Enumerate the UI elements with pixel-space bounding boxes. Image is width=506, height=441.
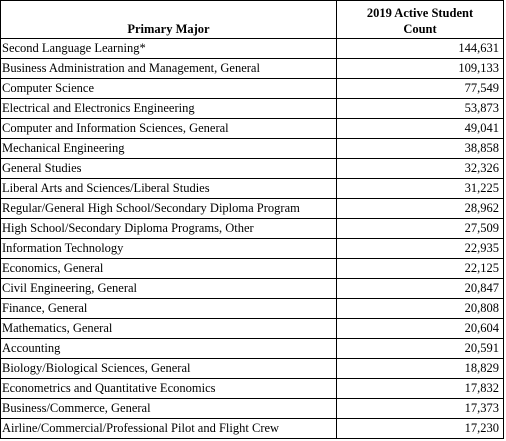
student-count-cell: 32,326 xyxy=(336,158,504,179)
table-body: Second Language Learning* 144,631 Business… xyxy=(0,38,504,439)
table-row: High School/Secondary Diploma Programs, … xyxy=(0,218,504,239)
student-count-cell: 38,858 xyxy=(336,138,504,159)
table-row: Accounting 20,591 xyxy=(0,338,504,359)
table-row: Liberal Arts and Sciences/Liberal Studie… xyxy=(0,178,504,199)
student-count-cell: 17,230 xyxy=(336,418,504,439)
table-row: Civil Engineering, General 20,847 xyxy=(0,278,504,299)
student-count-cell: 20,847 xyxy=(336,278,504,299)
student-count-cell: 28,962 xyxy=(336,198,504,219)
table-row: Computer and Information Sciences, Gener… xyxy=(0,118,504,139)
table-row: Mathematics, General 20,604 xyxy=(0,318,504,339)
table-row: Mechanical Engineering 38,858 xyxy=(0,138,504,159)
table-row: General Studies 32,326 xyxy=(0,158,504,179)
major-cell: Liberal Arts and Sciences/Liberal Studie… xyxy=(0,178,337,199)
student-count-cell: 18,829 xyxy=(336,358,504,379)
student-count-cell: 49,041 xyxy=(336,118,504,139)
major-cell: High School/Secondary Diploma Programs, … xyxy=(0,218,337,239)
major-cell: Mathematics, General xyxy=(0,318,337,339)
table-row: Regular/General High School/Secondary Di… xyxy=(0,198,504,219)
student-count-cell: 20,604 xyxy=(336,318,504,339)
table-row: Computer Science 77,549 xyxy=(0,78,504,99)
table-row: Information Technology 22,935 xyxy=(0,238,504,259)
major-cell: Regular/General High School/Secondary Di… xyxy=(0,198,337,219)
student-count-cell: 144,631 xyxy=(336,38,504,59)
table-row: Business Administration and Management, … xyxy=(0,58,504,79)
major-cell: Accounting xyxy=(0,338,337,359)
student-count-cell: 17,832 xyxy=(336,378,504,399)
table-row: Finance, General 20,808 xyxy=(0,298,504,319)
major-cell: Biology/Biological Sciences, General xyxy=(0,358,337,379)
major-cell: Computer Science xyxy=(0,78,337,99)
student-count-cell: 109,133 xyxy=(336,58,504,79)
major-cell: Finance, General xyxy=(0,298,337,319)
major-cell: General Studies xyxy=(0,158,337,179)
major-cell: Airline/Commercial/Professional Pilot an… xyxy=(0,418,337,439)
table-row: Econometrics and Quantitative Economics 1… xyxy=(0,378,504,399)
column-header-primary-major: Primary Major xyxy=(0,0,337,39)
table-row: Second Language Learning* 144,631 xyxy=(0,38,504,59)
major-cell: Business Administration and Management, … xyxy=(0,58,337,79)
table-row: Economics, General 22,125 xyxy=(0,258,504,279)
student-count-cell: 22,935 xyxy=(336,238,504,259)
major-cell: Econometrics and Quantitative Economics xyxy=(0,378,337,399)
student-count-cell: 77,549 xyxy=(336,78,504,99)
header-row: Primary Major 2019 Active Student Count xyxy=(0,0,504,39)
student-count-cell: 22,125 xyxy=(336,258,504,279)
column-header-active-student-count: 2019 Active Student Count xyxy=(336,0,504,39)
major-cell: Second Language Learning* xyxy=(0,38,337,59)
major-cell: Computer and Information Sciences, Gener… xyxy=(0,118,337,139)
student-count-cell: 53,873 xyxy=(336,98,504,119)
student-count-cell: 27,509 xyxy=(336,218,504,239)
table-header: Primary Major 2019 Active Student Count xyxy=(0,0,504,39)
student-count-cell: 31,225 xyxy=(336,178,504,199)
table-row: Electrical and Electronics Engineering 53… xyxy=(0,98,504,119)
student-count-cell: 20,808 xyxy=(336,298,504,319)
major-cell: Electrical and Electronics Engineering xyxy=(0,98,337,119)
table-row: Airline/Commercial/Professional Pilot an… xyxy=(0,418,504,439)
student-count-cell: 20,591 xyxy=(336,338,504,359)
major-cell: Business/Commerce, General xyxy=(0,398,337,419)
major-cell: Mechanical Engineering xyxy=(0,138,337,159)
table-row: Biology/Biological Sciences, General 18,8… xyxy=(0,358,504,379)
student-count-cell: 17,373 xyxy=(336,398,504,419)
major-cell: Economics, General xyxy=(0,258,337,279)
table-row: Business/Commerce, General 17,373 xyxy=(0,398,504,419)
major-cell: Civil Engineering, General xyxy=(0,278,337,299)
major-cell: Information Technology xyxy=(0,238,337,259)
